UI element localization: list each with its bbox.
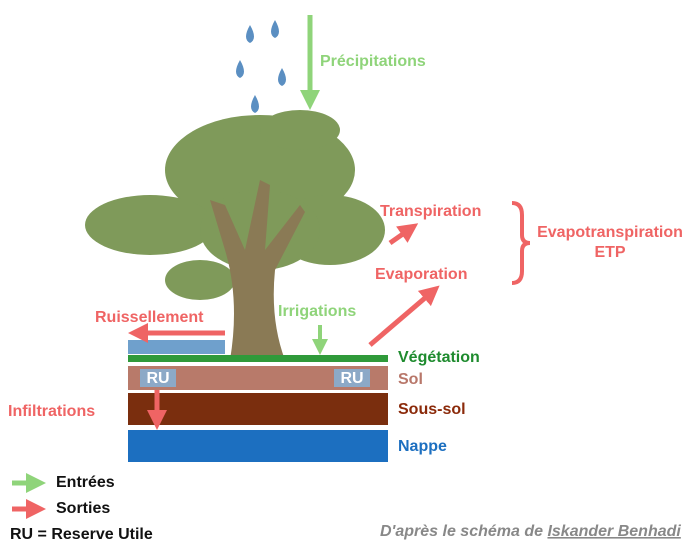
raindrops — [236, 20, 286, 113]
ru-label: RU — [340, 370, 363, 387]
transpiration-arrow — [390, 229, 410, 243]
credit-author: Iskander Benhadi — [547, 523, 681, 540]
subsoil-label: Sous-sol — [398, 401, 466, 418]
infiltration-label: Infiltrations — [8, 403, 95, 420]
vegetation-layer — [128, 355, 388, 362]
precipitation-label: Précipitations — [320, 53, 426, 70]
runoff-water — [128, 340, 225, 354]
brace — [512, 203, 530, 283]
legend-input: Entrées — [56, 474, 115, 491]
diagram: Précipitations RU RU Végétation Sol Sous… — [0, 0, 693, 544]
subsoil-layer — [128, 393, 388, 425]
evaporation-label: Evaporation — [375, 266, 467, 283]
soil-label: Sol — [398, 371, 423, 388]
aquifer-layer — [128, 430, 388, 462]
transpiration-label: Transpiration — [380, 203, 481, 220]
runoff-label: Ruissellement — [95, 309, 204, 326]
aquifer-label: Nappe — [398, 438, 447, 455]
evaporation-arrow — [370, 292, 432, 345]
credit-text: D'après le schéma de — [380, 523, 543, 540]
ru-label: RU — [146, 370, 169, 387]
etp-abbr: ETP — [594, 244, 625, 261]
legend-output: Sorties — [56, 500, 110, 517]
vegetation-label: Végétation — [398, 349, 480, 366]
credit: D'après le schéma de Iskander Benhadi — [380, 523, 681, 540]
legend-ru: RU = Reserve Utile — [10, 526, 153, 543]
etp-label: Evapotranspiration — [537, 224, 683, 241]
irrigation-label: Irrigations — [278, 303, 356, 320]
